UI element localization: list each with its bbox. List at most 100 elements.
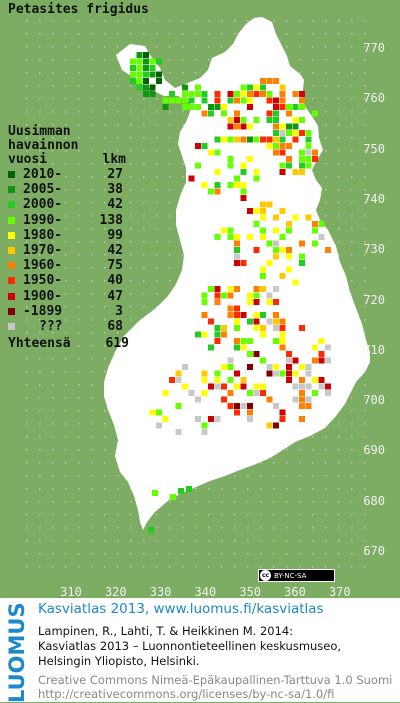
grid-dot — [52, 267, 54, 269]
observation-square — [286, 130, 292, 136]
grid-dot — [338, 202, 340, 204]
grid-dot — [65, 319, 67, 321]
grid-dot — [78, 254, 80, 256]
grid-dot — [39, 46, 41, 48]
grid-dot — [182, 176, 184, 178]
grid-dot — [312, 514, 314, 516]
grid-dot — [104, 514, 106, 516]
license-url[interactable]: http://creativecommons.org/licenses/by-n… — [38, 687, 335, 701]
grid-dot — [364, 397, 366, 399]
grid-dot — [351, 410, 353, 412]
grid-dot — [338, 423, 340, 425]
grid-dot — [130, 189, 132, 191]
grid-dot — [208, 540, 210, 542]
grid-dot — [52, 306, 54, 308]
observation-square — [148, 527, 154, 533]
observation-square — [279, 409, 286, 416]
grid-dot — [299, 33, 301, 35]
grid-dot — [65, 514, 67, 516]
observation-square — [227, 182, 234, 188]
grid-dot — [26, 163, 28, 165]
observation-square — [286, 253, 292, 260]
observation-square — [182, 364, 188, 370]
grid-dot — [104, 215, 106, 217]
grid-dot — [104, 475, 106, 477]
observation-square — [143, 52, 149, 58]
grid-dot — [169, 137, 171, 139]
grid-dot — [299, 20, 301, 22]
grid-dot — [78, 462, 80, 464]
grid-dot — [65, 241, 67, 243]
observation-square — [292, 136, 299, 143]
grid-dot — [351, 540, 353, 542]
observation-square — [208, 344, 214, 351]
grid-dot — [39, 423, 41, 425]
grid-dot — [26, 527, 28, 529]
grid-dot — [286, 475, 288, 477]
observation-square — [227, 403, 234, 409]
observation-square — [260, 208, 266, 214]
observation-square — [273, 247, 279, 253]
observation-square — [279, 325, 286, 331]
observation-square — [292, 123, 299, 130]
grid-dot — [117, 540, 119, 542]
grid-dot — [39, 85, 41, 87]
grid-dot — [91, 527, 93, 529]
grid-dot — [338, 436, 340, 438]
grid-dot — [312, 72, 314, 74]
cc-license-badge[interactable]: cc BY-NC-SA — [258, 569, 335, 582]
grid-dot — [364, 293, 366, 295]
observation-square — [240, 188, 247, 195]
grid-dot — [78, 33, 80, 35]
observation-square — [214, 377, 221, 383]
grid-dot — [364, 488, 366, 490]
observation-square — [273, 370, 279, 377]
grid-dot — [169, 501, 171, 503]
grid-dot — [338, 176, 340, 178]
grid-dot — [169, 72, 171, 74]
grid-dot — [364, 33, 366, 35]
kasviatlas-link[interactable]: Kasviatlas 2013, www.luomus.fi/kasviatla… — [38, 601, 324, 617]
grid-dot — [130, 267, 132, 269]
observation-square — [279, 208, 286, 214]
observation-square — [312, 110, 318, 117]
grid-dot — [26, 345, 28, 347]
grid-dot — [351, 462, 353, 464]
grid-dot — [247, 501, 249, 503]
observation-square — [279, 136, 286, 143]
observation-square — [182, 383, 188, 390]
grid-dot — [65, 423, 67, 425]
legend-row-label: 1990- — [23, 212, 63, 228]
grid-dot — [143, 566, 145, 568]
observation-square — [201, 292, 208, 299]
grid-dot — [91, 72, 93, 74]
x-tick-label: 340 — [194, 585, 217, 599]
observation-square — [260, 266, 266, 273]
grid-dot — [234, 501, 236, 503]
observation-square — [318, 377, 325, 383]
observation-square — [208, 110, 214, 117]
grid-dot — [351, 514, 353, 516]
legend-row-label: 1900- — [23, 288, 63, 304]
observation-square — [299, 253, 305, 260]
grid-dot — [26, 423, 28, 425]
observation-square — [312, 149, 318, 156]
grid-dot — [325, 59, 327, 61]
observation-square — [279, 130, 286, 136]
observation-square — [214, 416, 221, 422]
observation-square — [305, 136, 312, 143]
grid-dot — [364, 410, 366, 412]
legend-row: 1960- 75 — [8, 258, 168, 273]
observation-square — [279, 84, 286, 91]
observation-square — [286, 143, 292, 149]
grid-dot — [312, 553, 314, 555]
grid-dot — [117, 319, 119, 321]
grid-dot — [338, 553, 340, 555]
observation-square — [247, 123, 253, 130]
grid-dot — [91, 384, 93, 386]
observation-square — [247, 84, 253, 91]
grid-dot — [338, 59, 340, 61]
grid-dot — [130, 137, 132, 139]
grid-dot — [65, 345, 67, 347]
grid-dot — [169, 150, 171, 152]
